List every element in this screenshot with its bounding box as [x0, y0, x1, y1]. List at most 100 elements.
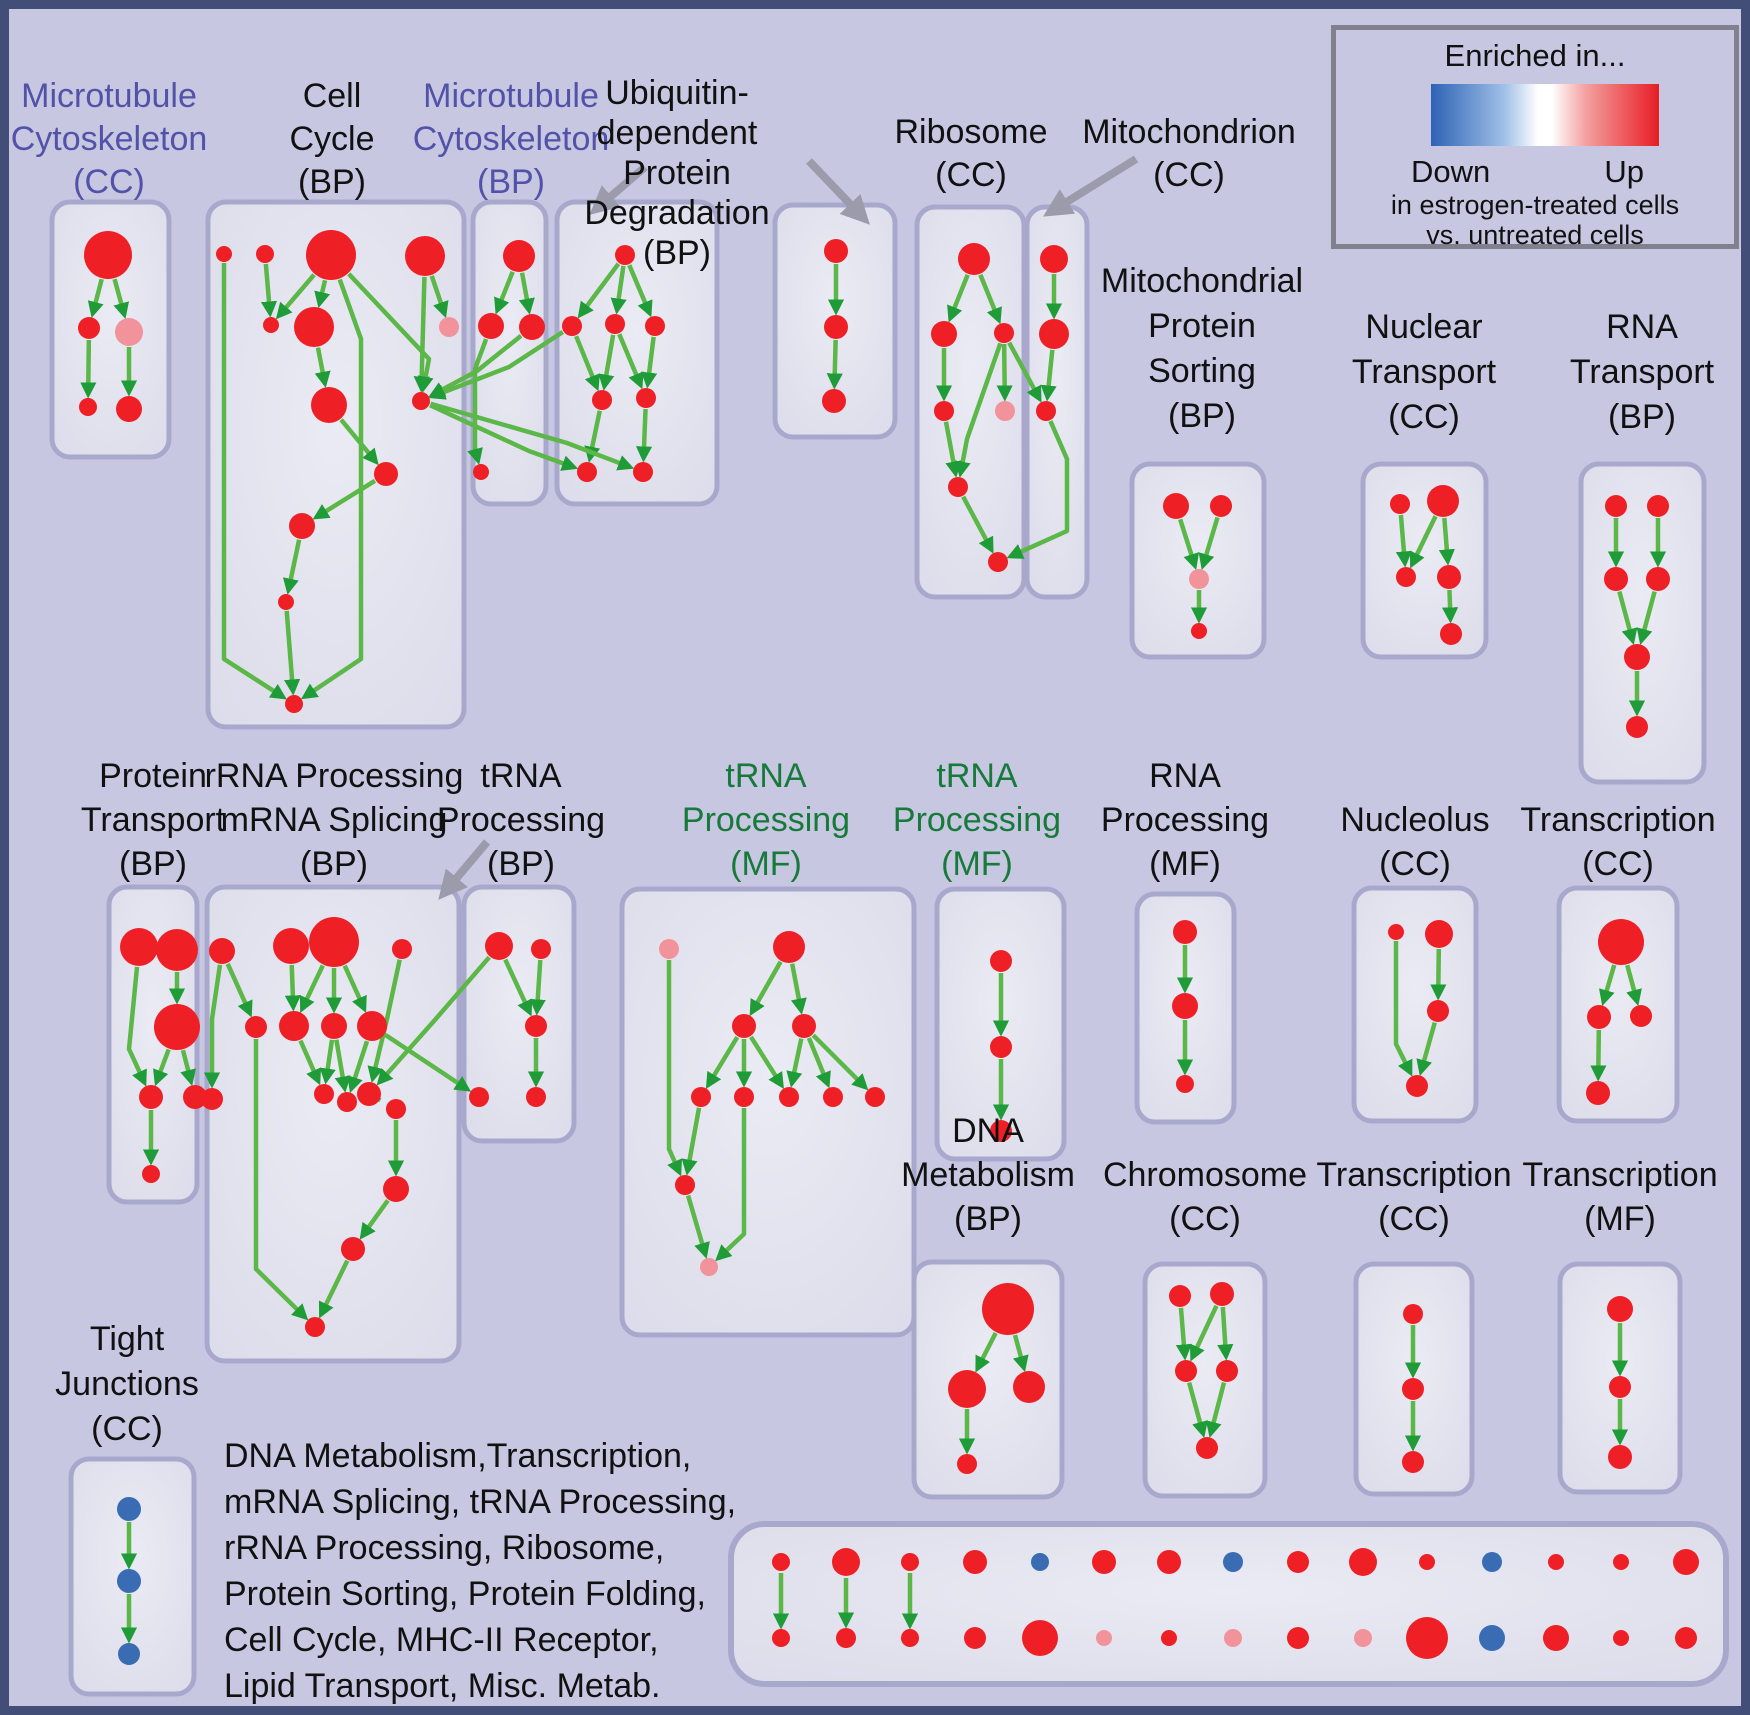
strip-node-top-13: [1548, 1554, 1564, 1570]
cluster-label-line: Processing: [436, 801, 606, 839]
strip-node-bottom-2: [836, 1628, 856, 1648]
cluster-label-line: (CC): [91, 1410, 163, 1448]
cluster-label-line: Metabolism: [901, 1156, 1075, 1194]
edge: [518, 272, 535, 315]
go-term-node-tcc2-ml: [1587, 1005, 1611, 1029]
go-term-node-cc-e: [263, 317, 279, 333]
edge: [503, 958, 533, 1017]
edge: [359, 1199, 390, 1240]
edge: [413, 276, 430, 393]
cluster-label-nt: Nuclear Transport (CC): [1352, 305, 1496, 440]
cluster-label-line: (CC): [1388, 398, 1460, 436]
go-term-node-tmf2-n1: [990, 950, 1012, 972]
edge: [1625, 964, 1642, 1006]
go-term-node-mtbp-b: [473, 464, 489, 480]
legend-subtitle-2: vs. untreated cells: [1426, 220, 1644, 250]
go-term-node-tj-n2: [117, 1569, 141, 1593]
go-term-node-rrna-lo1: [314, 1084, 334, 1104]
go-term-node-rrna-rf: [305, 1317, 325, 1337]
edge: [494, 270, 515, 315]
edge: [1040, 349, 1057, 402]
legend-up-label: Up: [1604, 154, 1644, 189]
go-term-node-tmf1-b5: [865, 1087, 885, 1107]
go-term-node-rnap-n3: [1176, 1075, 1194, 1093]
edge: [749, 960, 783, 1017]
cluster-label-line: Microtubule: [423, 77, 599, 115]
go-term-node-tj-n3: [118, 1643, 140, 1665]
cluster-label-line: Sorting: [1148, 352, 1256, 390]
edge: [1189, 1304, 1219, 1362]
strip-node-top-8: [1223, 1552, 1243, 1572]
edge: [384, 1032, 472, 1092]
cluster-label-tmf1: tRNA Processing (MF): [682, 754, 850, 886]
nodes: [78, 230, 1699, 1665]
edge: [314, 347, 331, 388]
go-term-node-nt-mr: [1437, 565, 1461, 589]
cluster-label-line: (MF): [1149, 845, 1221, 883]
go-term-node-rib-mr: [994, 323, 1014, 343]
cluster-label-line: tRNA: [936, 757, 1018, 795]
strip-node-top-10: [1349, 1548, 1377, 1576]
strip-node-top-5: [1031, 1553, 1049, 1571]
go-term-node-tbp-lo2: [526, 1087, 546, 1107]
edge: [203, 964, 223, 1089]
strip-node-top-3: [901, 1553, 919, 1571]
go-term-node-mps-pk: [1189, 569, 1209, 589]
go-term-node-tmf1-bg: [773, 931, 805, 963]
edge: [529, 959, 546, 1016]
cluster-label-dnam: DNA Metabolism (BP): [901, 1109, 1075, 1241]
cluster-label-line: Ubiquitin-: [605, 74, 749, 112]
cluster-label-line: Junctions: [55, 1365, 199, 1403]
edge: [300, 278, 364, 700]
cluster-label-ubq: Ubiquitin-dependent Protein Degradation (BP…: [584, 73, 769, 273]
go-term-node-ubq-m2: [605, 314, 625, 334]
edge: [947, 273, 970, 323]
edge: [467, 338, 489, 465]
cluster-label-tmf3: Transcription (MF): [1522, 1153, 1717, 1241]
cluster-label-mtbp: Microtubule Cytoskeleton (BP): [413, 75, 610, 204]
edge: [80, 339, 97, 399]
go-term-node-mps-b: [1191, 623, 1207, 639]
cluster-label-line: Protein: [623, 154, 731, 192]
go-term-node-tmf1-c1: [675, 1175, 695, 1195]
go-term-node-chrom-tl: [1169, 1285, 1191, 1307]
go-term-node-tcc3-n1: [1403, 1304, 1423, 1324]
go-term-node-mtcc-ml: [78, 317, 100, 339]
cluster-label-mito: Mitochondrion (CC): [1082, 111, 1296, 197]
go-term-node-rrna-t2: [273, 928, 309, 964]
go-term-node-mtcc-br: [116, 396, 142, 422]
edge: [1006, 420, 1070, 559]
cluster-label-tbp: tRNA Processing (BP): [437, 754, 605, 886]
cluster-box-rib: [914, 204, 1027, 600]
edge: [428, 330, 565, 400]
cluster-label-line: (BP): [1607, 398, 1676, 436]
go-term-node-rrna-m2: [279, 1011, 309, 1041]
cluster-label-tcc3: Transcription (CC): [1316, 1153, 1511, 1241]
cluster-label-line: dependent: [596, 114, 758, 152]
edge: [574, 335, 600, 392]
go-term-node-tmf1-b2: [734, 1087, 754, 1107]
cluster-label-line: Transcription: [1316, 1156, 1512, 1194]
strip-node-bottom-13: [1543, 1625, 1569, 1651]
go-term-node-mtbp-t: [503, 240, 535, 272]
cluster-label-line: Processing: [681, 801, 851, 839]
go-term-node-rnat-tl: [1605, 495, 1627, 517]
edge: [260, 263, 278, 318]
cluster-label-line: (BP): [298, 163, 366, 201]
go-term-node-rrna-rd: [383, 1176, 409, 1202]
cluster-label-line: Processing: [892, 801, 1062, 839]
go-term-node-tmf2-n2: [990, 1036, 1012, 1058]
cluster-label-line: (MF): [730, 845, 802, 883]
go-term-node-cc-j: [374, 462, 398, 486]
edge: [961, 495, 994, 554]
cluster-label-rrna: rRNA Processing mRNA Splicing (BP): [205, 754, 464, 886]
edge: [617, 333, 644, 390]
strip-node-bottom-11: [1406, 1617, 1448, 1659]
strip-node-top-15: [1673, 1549, 1699, 1575]
go-term-node-cc-g: [439, 317, 459, 337]
cluster-label-line: (BP): [486, 845, 555, 883]
cluster-label-cc: Cell Cycle (BP): [289, 75, 374, 204]
strip-node-bottom-7: [1161, 1630, 1177, 1646]
edge: [943, 421, 962, 478]
go-term-node-tmf3-n3: [1608, 1445, 1632, 1469]
